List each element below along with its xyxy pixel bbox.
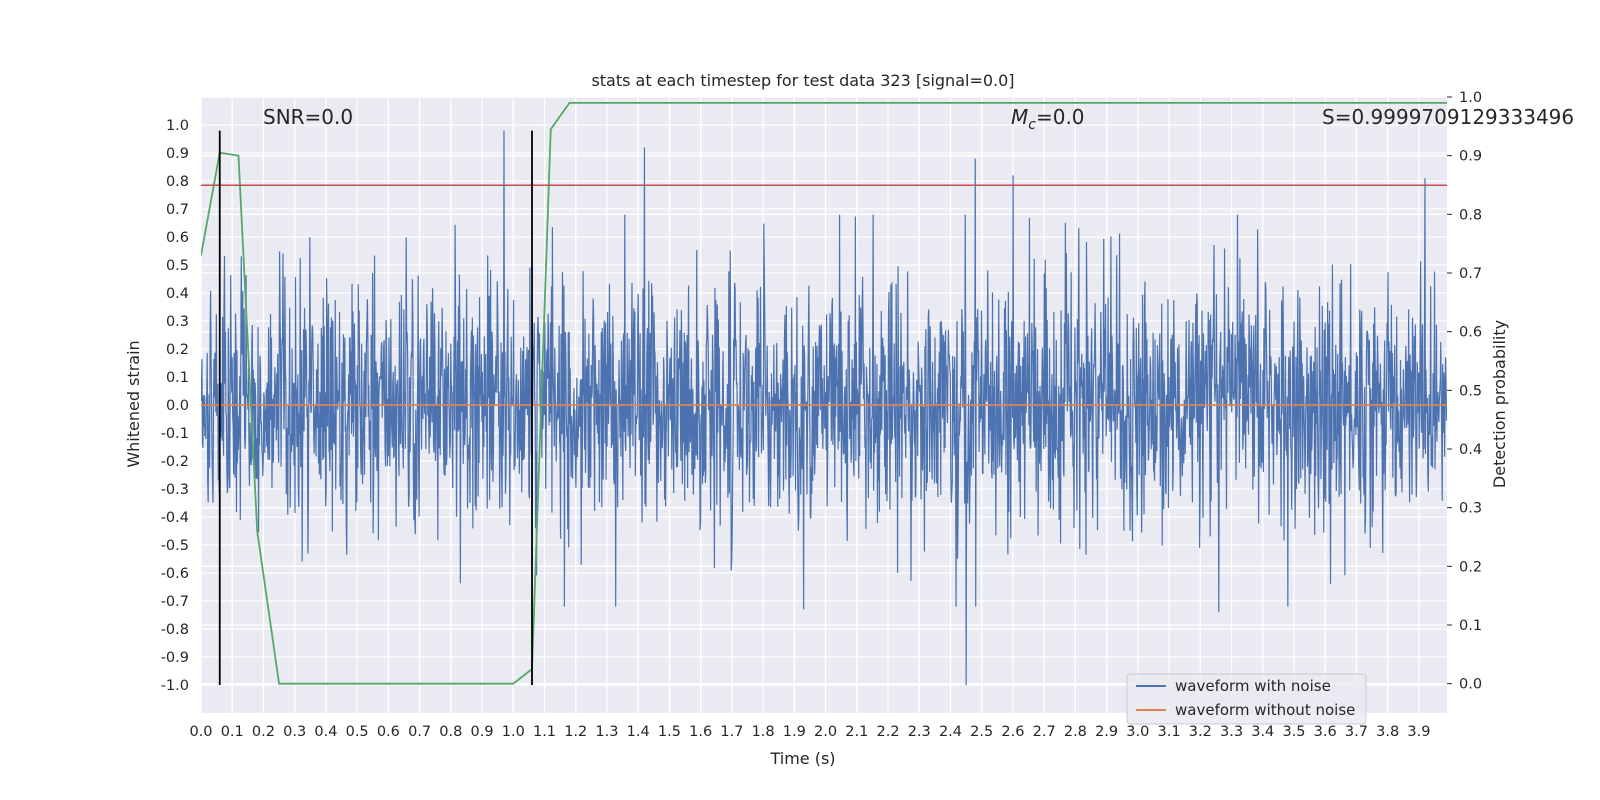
x-tick-label: 3.6: [1314, 724, 1337, 740]
y-tick-label: -0.2: [161, 454, 189, 470]
mc-annotation: Mc=0.0: [1011, 105, 1085, 133]
x-tick-label: 0.2: [252, 724, 275, 740]
x-tick-label: 2.8: [1064, 724, 1087, 740]
y-tick-label: 0.4: [166, 286, 189, 302]
x-tick-label: 3.1: [1158, 724, 1181, 740]
x-tick-label: 1.6: [689, 724, 712, 740]
y-tick-label: 0.5: [166, 258, 189, 274]
x-tick-label: 0.4: [314, 724, 337, 740]
x-tick-label: 1.9: [783, 724, 806, 740]
y2-tick-label: 0.4: [1459, 442, 1482, 458]
x-tick-label: 2.1: [845, 724, 868, 740]
y2-tick-label: 0.5: [1459, 383, 1482, 399]
snr-annotation: SNR=0.0: [263, 105, 353, 129]
x-tick-label: 2.3: [908, 724, 931, 740]
y2-tick-label: 0.0: [1459, 677, 1482, 693]
y-tick-label: 0.8: [166, 174, 189, 190]
mc-annotation-value: =0.0: [1036, 105, 1085, 129]
x-tick-label: 0.9: [471, 724, 494, 740]
x-tick-label: 1.7: [720, 724, 743, 740]
y-tick-label: -0.3: [161, 482, 189, 498]
x-tick-label: 0.3: [283, 724, 306, 740]
y-tick-label: -0.8: [161, 622, 189, 638]
x-tick-label: 3.2: [1189, 724, 1212, 740]
y-tick-label: -0.6: [161, 566, 189, 582]
x-tick-label: 1.0: [502, 724, 525, 740]
y-tick-label: 0.6: [166, 230, 189, 246]
x-tick-label: 1.4: [627, 724, 650, 740]
y-tick-label: -1.0: [161, 678, 189, 694]
y2-tick-label: 0.1: [1459, 618, 1482, 634]
mc-annotation-subscript: c: [1028, 117, 1036, 133]
y-tick-label: 0.3: [166, 314, 189, 330]
x-tick-label: 1.5: [658, 724, 681, 740]
y2-tick-label: 0.7: [1459, 266, 1482, 282]
series-waveform-with-noise: [201, 130, 1447, 686]
y2-tick-label: 0.6: [1459, 325, 1482, 341]
x-tick-label: 3.4: [1251, 724, 1274, 740]
x-tick-label: 1.1: [533, 724, 556, 740]
x-tick-label: 2.9: [1095, 724, 1118, 740]
x-tick-label: 1.3: [595, 724, 618, 740]
x-tick-label: 3.3: [1220, 724, 1243, 740]
x-tick-label: 0.6: [377, 724, 400, 740]
legend-label-clean: waveform without noise: [1175, 701, 1355, 719]
y-tick-label: -0.1: [161, 426, 189, 442]
y-tick-label: 0.7: [166, 202, 189, 218]
x-tick-label: 2.7: [1033, 724, 1056, 740]
y-tick-label: 1.0: [166, 118, 189, 134]
y2-tick-label: 0.2: [1459, 559, 1482, 575]
x-tick-label: 0.1: [221, 724, 244, 740]
y-tick-label: 0.0: [166, 398, 189, 414]
y-tick-label: -0.5: [161, 538, 189, 554]
x-tick-label: 1.2: [564, 724, 587, 740]
legend: waveform with noise waveform without noi…: [1126, 673, 1367, 725]
plot-layer: [201, 101, 1447, 686]
y-tick-label: 0.2: [166, 342, 189, 358]
y2-tick-labels: 1.0 0.9 0.8 0.7 0.6 0.5 0.4 0.3 0.2 0.1 0.0: [1447, 90, 1482, 693]
chart-title: stats at each timestep for test data 323…: [591, 71, 1014, 90]
y-axis-label: Whitened strain: [124, 340, 143, 467]
y-tick-label: 0.1: [166, 370, 189, 386]
y-tick-label: 0.9: [166, 146, 189, 162]
x-tick-label: 3.7: [1345, 724, 1368, 740]
x-tick-label: 3.9: [1407, 724, 1430, 740]
x-axis-label: Time (s): [769, 749, 835, 768]
y2-tick-label: 0.3: [1459, 501, 1482, 517]
y2-tick-label: 0.9: [1459, 149, 1482, 165]
y2-tick-label: 1.0: [1459, 90, 1482, 106]
x-tick-label: 0.7: [408, 724, 431, 740]
y-tick-label: -0.4: [161, 510, 189, 526]
x-tick-label: 2.0: [814, 724, 837, 740]
x-tick-label: 0.0: [189, 724, 212, 740]
x-tick-label: 3.5: [1282, 724, 1305, 740]
legend-label-noise: waveform with noise: [1175, 677, 1331, 695]
y-tick-label: -0.9: [161, 650, 189, 666]
x-tick-label: 0.5: [346, 724, 369, 740]
x-tick-label: 2.2: [876, 724, 899, 740]
x-tick-label: 2.6: [1001, 724, 1024, 740]
x-tick-labels: 0.0 0.1 0.2 0.3 0.4 0.5 0.6 0.7 0.8 0.9 1.0 1.1 1.2 1…: [189, 724, 1430, 740]
y-tick-labels: 1.0 0.9 0.8 0.7 0.6 0.5 0.4 0.3 0.2 0.1 0.0 -0.1 -0.…: [161, 118, 189, 694]
x-tick-label: 3.0: [1126, 724, 1149, 740]
mc-annotation-symbol: M: [1011, 105, 1028, 129]
x-tick-label: 0.8: [439, 724, 462, 740]
y-tick-label: -0.7: [161, 594, 189, 610]
legend-box: [1126, 673, 1367, 725]
y2-axis-label: Detection probability: [1490, 320, 1509, 488]
x-tick-label: 1.8: [752, 724, 775, 740]
series-detection-probability: [201, 101, 1447, 685]
y2-tick-label: 0.8: [1459, 207, 1482, 223]
s-annotation: S=0.9999709129333496: [1322, 105, 1574, 129]
x-tick-label: 2.5: [970, 724, 993, 740]
x-tick-label: 2.4: [939, 724, 962, 740]
x-tick-label: 3.8: [1376, 724, 1399, 740]
